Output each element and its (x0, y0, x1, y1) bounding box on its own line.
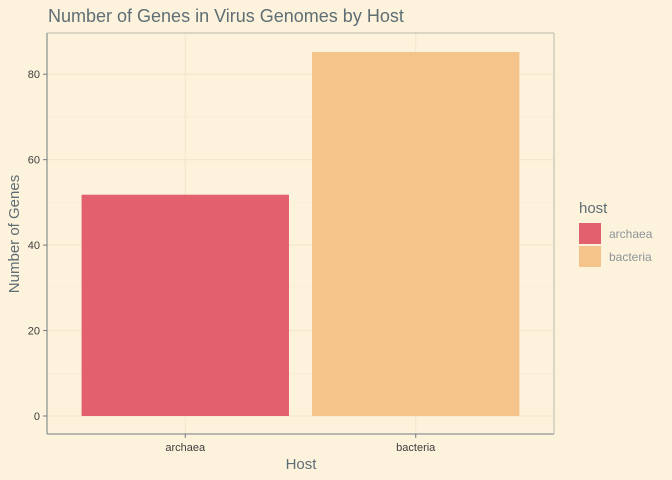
bar-archaea (81, 194, 289, 416)
y-ticks: 0 20 40 60 80 (28, 69, 47, 423)
y-tick-label: 0 (34, 411, 40, 423)
chart-title: Number of Genes in Virus Genomes by Host (48, 6, 404, 26)
y-tick-label: 40 (28, 240, 40, 252)
x-tick-label: archaea (165, 442, 206, 454)
legend-title: host (579, 200, 608, 217)
legend-label-bacteria: bacteria (609, 250, 652, 264)
y-tick-label: 60 (28, 155, 40, 167)
legend-key-archaea (579, 223, 601, 244)
x-tick-label: bacteria (396, 442, 436, 454)
x-axis-title: Host (286, 456, 318, 473)
y-tick-label: 80 (28, 69, 40, 81)
legend-label-archaea: archaea (609, 227, 653, 241)
y-axis-title: Number of Genes (6, 175, 23, 293)
legend-key-bacteria (579, 246, 601, 267)
x-ticks: archaea bacteria (165, 434, 436, 454)
legend: host archaea bacteria (579, 200, 653, 267)
bars (81, 52, 520, 416)
bar-bacteria (312, 52, 520, 416)
y-tick-label: 20 (28, 326, 40, 338)
